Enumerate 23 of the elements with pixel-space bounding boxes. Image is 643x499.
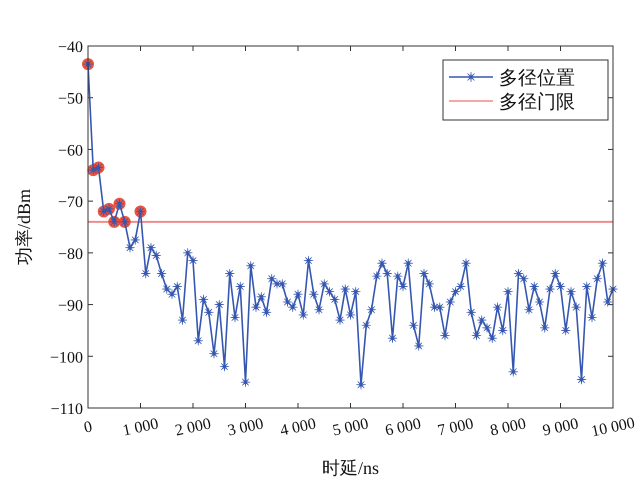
x-axis-title: 时延/ns: [322, 458, 380, 478]
x-tick-label: 2 000: [174, 415, 212, 440]
x-tick-label: 9 000: [541, 415, 580, 440]
y-tick-label: −100: [50, 349, 83, 366]
x-tick-label: 6 000: [384, 415, 422, 440]
x-tick-label: 3 000: [226, 415, 265, 440]
y-tick-label: −70: [58, 194, 83, 212]
x-tick-label: 10 000: [590, 414, 636, 440]
y-tick-label: −90: [58, 298, 83, 315]
y-tick-label: −60: [58, 142, 83, 160]
legend-label: 多径位置: [499, 68, 575, 89]
x-tick-label: 1 000: [121, 415, 160, 440]
x-tick-label: 0: [82, 418, 94, 437]
x-tick-label: 7 000: [436, 415, 475, 440]
y-tick-label: −50: [58, 90, 83, 108]
x-tick-label: 4 000: [278, 415, 318, 440]
y-tick-label: −40: [58, 39, 83, 56]
y-tick-label: −110: [50, 401, 83, 418]
x-tick-label: 5 000: [331, 415, 370, 440]
y-tick-label: −80: [58, 246, 83, 263]
legend-label: 多径门限: [499, 91, 575, 113]
y-axis-title: 功率/dBm: [14, 188, 34, 266]
x-tick-label: 8 000: [488, 415, 528, 440]
